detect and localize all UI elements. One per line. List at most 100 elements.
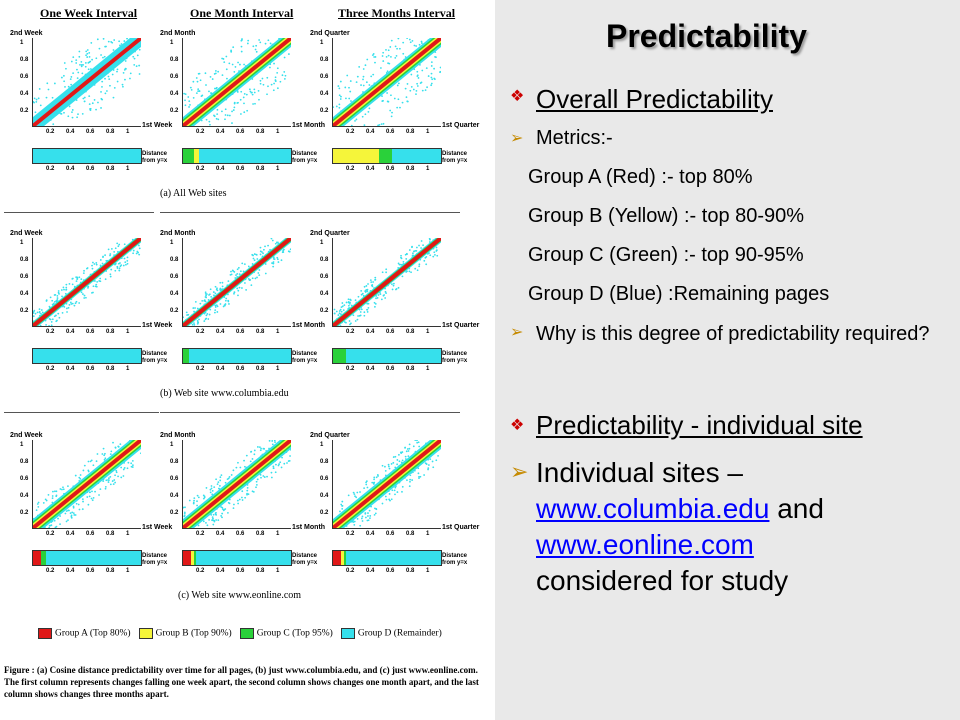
- diagonal-band: [33, 440, 141, 528]
- distance-segment: [345, 551, 441, 565]
- eonline-link[interactable]: www.eonline.com: [536, 529, 754, 560]
- x-tick-label: 0.8: [106, 531, 115, 537]
- scatter-point: [217, 481, 220, 484]
- x-tick-label: 0.6: [86, 531, 95, 537]
- scatter-point: [231, 110, 233, 113]
- scatter-point: [192, 307, 195, 309]
- scatter-point: [132, 249, 135, 252]
- scatter-point: [95, 57, 98, 60]
- scatter-point: [48, 318, 51, 320]
- scatter-point: [104, 485, 107, 488]
- scatter-point: [102, 447, 105, 450]
- scatter-point: [408, 485, 411, 488]
- scatter-point: [95, 262, 98, 264]
- scatter-point: [425, 67, 428, 70]
- scatter-point: [84, 62, 87, 64]
- scatter-point: [347, 304, 350, 307]
- scatter-point: [377, 124, 379, 126]
- scatter-point: [228, 62, 231, 65]
- scatter-point: [221, 110, 223, 113]
- distance-tick-label: 0.8: [406, 568, 415, 574]
- scatter-point: [92, 285, 95, 288]
- scatter-point: [348, 302, 351, 305]
- scatter-point: [282, 249, 285, 252]
- scatter-point: [348, 86, 350, 89]
- scatter-point: [410, 85, 413, 88]
- scatter-point: [269, 66, 271, 69]
- distance-label: Distance from y=x: [142, 351, 167, 365]
- scatter-point: [65, 307, 68, 310]
- scatter-point: [259, 473, 262, 476]
- overall-predictability-heading: Overall Predictability: [536, 84, 773, 114]
- scatter-point: [89, 107, 92, 110]
- scatter-point: [385, 268, 388, 271]
- distance-tick-label: 0.2: [46, 366, 55, 372]
- scatter-point: [436, 254, 439, 257]
- scatter-point: [236, 102, 239, 104]
- scatter-point: [91, 102, 94, 105]
- scatter-point: [431, 460, 434, 463]
- scatter-point: [204, 300, 207, 303]
- scatter-point: [415, 93, 417, 96]
- y-tick-label: 1: [320, 442, 324, 448]
- distance-tick-label: 0.2: [346, 568, 355, 574]
- scatter-point: [361, 515, 364, 518]
- scatter-point: [104, 77, 106, 80]
- scatter-point: [184, 104, 187, 107]
- scatter-point: [396, 47, 398, 50]
- scatter-point: [425, 463, 428, 465]
- scatter-point: [339, 325, 342, 326]
- scatter-point: [75, 59, 78, 62]
- scatter-point: [99, 280, 102, 283]
- y-axis-label: 2nd Week: [10, 30, 43, 37]
- scatter-point: [201, 299, 204, 302]
- scatter-point: [230, 49, 233, 52]
- scatter-point: [247, 278, 250, 280]
- distance-label-line: Distance: [142, 553, 168, 559]
- columbia-link[interactable]: www.columbia.edu: [536, 493, 770, 524]
- scatter-point: [183, 512, 186, 515]
- x-tick-label: 0.4: [366, 129, 375, 135]
- scatter-point: [130, 462, 133, 465]
- distance-label-line: from y=x: [292, 560, 318, 566]
- scatter-point: [194, 300, 197, 303]
- scatter-point: [136, 250, 139, 253]
- scatter-point: [271, 239, 274, 242]
- scatter-point: [201, 94, 204, 97]
- scatter-point: [50, 321, 53, 323]
- x-tick-label: 0.8: [256, 329, 265, 335]
- scatter-point: [397, 38, 400, 40]
- scatter-point: [202, 494, 205, 497]
- distance-segment: [33, 551, 41, 565]
- y-tick-label: 0.8: [170, 459, 179, 465]
- scatter-point: [225, 68, 228, 71]
- scatter-plot: [32, 38, 141, 127]
- scatter-point: [88, 495, 91, 498]
- scatter-point: [96, 38, 99, 41]
- scatter-point: [193, 497, 196, 500]
- scatter-point: [68, 303, 71, 306]
- scatter-point: [80, 65, 83, 68]
- scatter-point: [95, 108, 97, 111]
- scatter-point: [81, 72, 84, 75]
- scatter-point: [39, 312, 42, 315]
- scatter-point: [33, 312, 35, 314]
- scatter-point: [370, 284, 373, 287]
- scatter-point: [221, 516, 223, 519]
- scatter-point: [404, 446, 406, 449]
- scatter-point: [94, 490, 96, 493]
- distance-tick-label: 0.6: [86, 568, 95, 574]
- scatter-point: [199, 302, 202, 305]
- scatter-point: [192, 501, 195, 504]
- scatter-point: [215, 87, 218, 90]
- distance-label: Distance from y=x: [442, 151, 467, 165]
- group-a-text: Group A (Red) :- top 80%: [528, 166, 753, 188]
- scatter-point: [247, 493, 250, 496]
- distance-label-line: Distance: [292, 151, 318, 157]
- scatter-point: [138, 244, 140, 247]
- scatter-point: [105, 45, 107, 48]
- scatter-point: [37, 97, 40, 100]
- scatter-point: [258, 98, 260, 101]
- scatter-point: [263, 447, 266, 450]
- scatter-point: [236, 272, 239, 275]
